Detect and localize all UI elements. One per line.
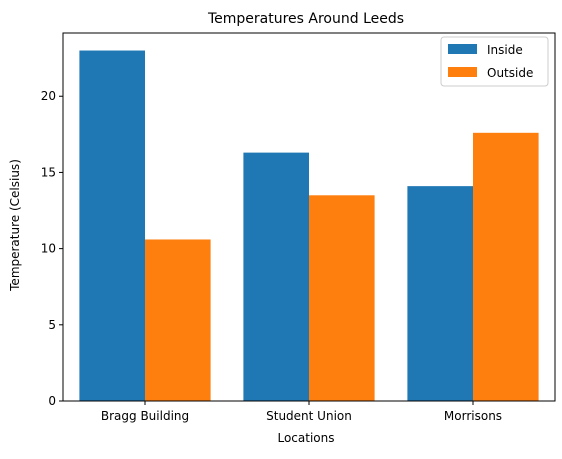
legend: Inside Outside <box>440 36 549 87</box>
bar-inside-student-union <box>243 152 309 401</box>
y-axis-label: Temperature (Celsius) <box>8 159 22 292</box>
legend-label-inside: Inside <box>487 43 523 57</box>
y-axis: 0 5 10 15 20 <box>41 89 63 408</box>
x-axis: Bragg Building Student Union Morrisons <box>101 401 502 423</box>
bar-outside-morrisons <box>473 132 539 402</box>
y-tick-label: 20 <box>41 89 56 103</box>
legend-label-outside: Outside <box>487 66 533 80</box>
x-tick-label: Student Union <box>266 409 352 423</box>
chart-title: Temperatures Around Leeds <box>207 11 404 27</box>
x-tick-label: Bragg Building <box>101 409 189 423</box>
y-tick-label: 15 <box>41 165 56 179</box>
x-tick-label: Morrisons <box>444 409 502 423</box>
y-tick-label: 0 <box>48 394 56 408</box>
bars-layer <box>79 50 539 402</box>
y-tick-label: 5 <box>48 318 56 332</box>
bar-outside-bragg-building <box>145 239 211 401</box>
bar-inside-morrisons <box>407 186 473 401</box>
bar-outside-student-union <box>309 195 375 401</box>
y-tick-label: 10 <box>41 242 56 256</box>
bar-inside-bragg-building <box>79 50 145 402</box>
legend-swatch-outside <box>448 67 477 77</box>
x-axis-label: Locations <box>277 431 334 445</box>
legend-swatch-inside <box>448 44 477 54</box>
